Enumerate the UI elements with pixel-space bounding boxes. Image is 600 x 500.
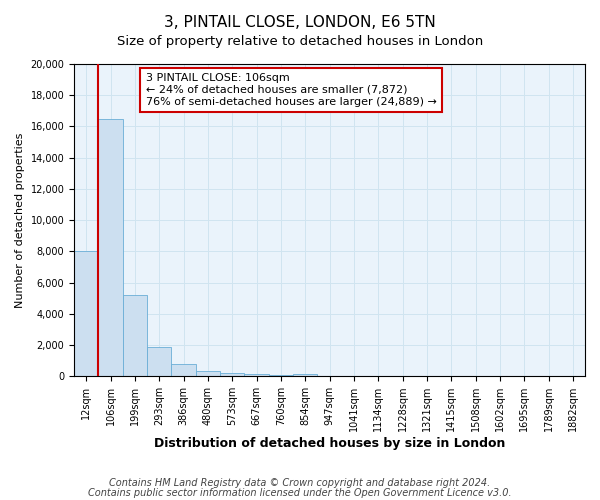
Bar: [172, 364, 196, 376]
Bar: [74, 250, 98, 376]
Text: 3, PINTAIL CLOSE, LONDON, E6 5TN: 3, PINTAIL CLOSE, LONDON, E6 5TN: [164, 15, 436, 30]
Text: Contains HM Land Registry data © Crown copyright and database right 2024.: Contains HM Land Registry data © Crown c…: [109, 478, 491, 488]
Bar: [244, 374, 269, 376]
Text: Size of property relative to detached houses in London: Size of property relative to detached ho…: [117, 35, 483, 48]
Bar: [98, 118, 123, 376]
Text: 3 PINTAIL CLOSE: 106sqm
← 24% of detached houses are smaller (7,872)
76% of semi: 3 PINTAIL CLOSE: 106sqm ← 24% of detache…: [146, 74, 437, 106]
X-axis label: Distribution of detached houses by size in London: Distribution of detached houses by size …: [154, 437, 505, 450]
Text: Contains public sector information licensed under the Open Government Licence v3: Contains public sector information licen…: [88, 488, 512, 498]
Bar: [147, 346, 172, 376]
Bar: [269, 374, 293, 376]
Y-axis label: Number of detached properties: Number of detached properties: [15, 132, 25, 308]
Bar: [196, 371, 220, 376]
Bar: [123, 295, 147, 376]
Bar: [220, 373, 244, 376]
Bar: [293, 374, 317, 376]
